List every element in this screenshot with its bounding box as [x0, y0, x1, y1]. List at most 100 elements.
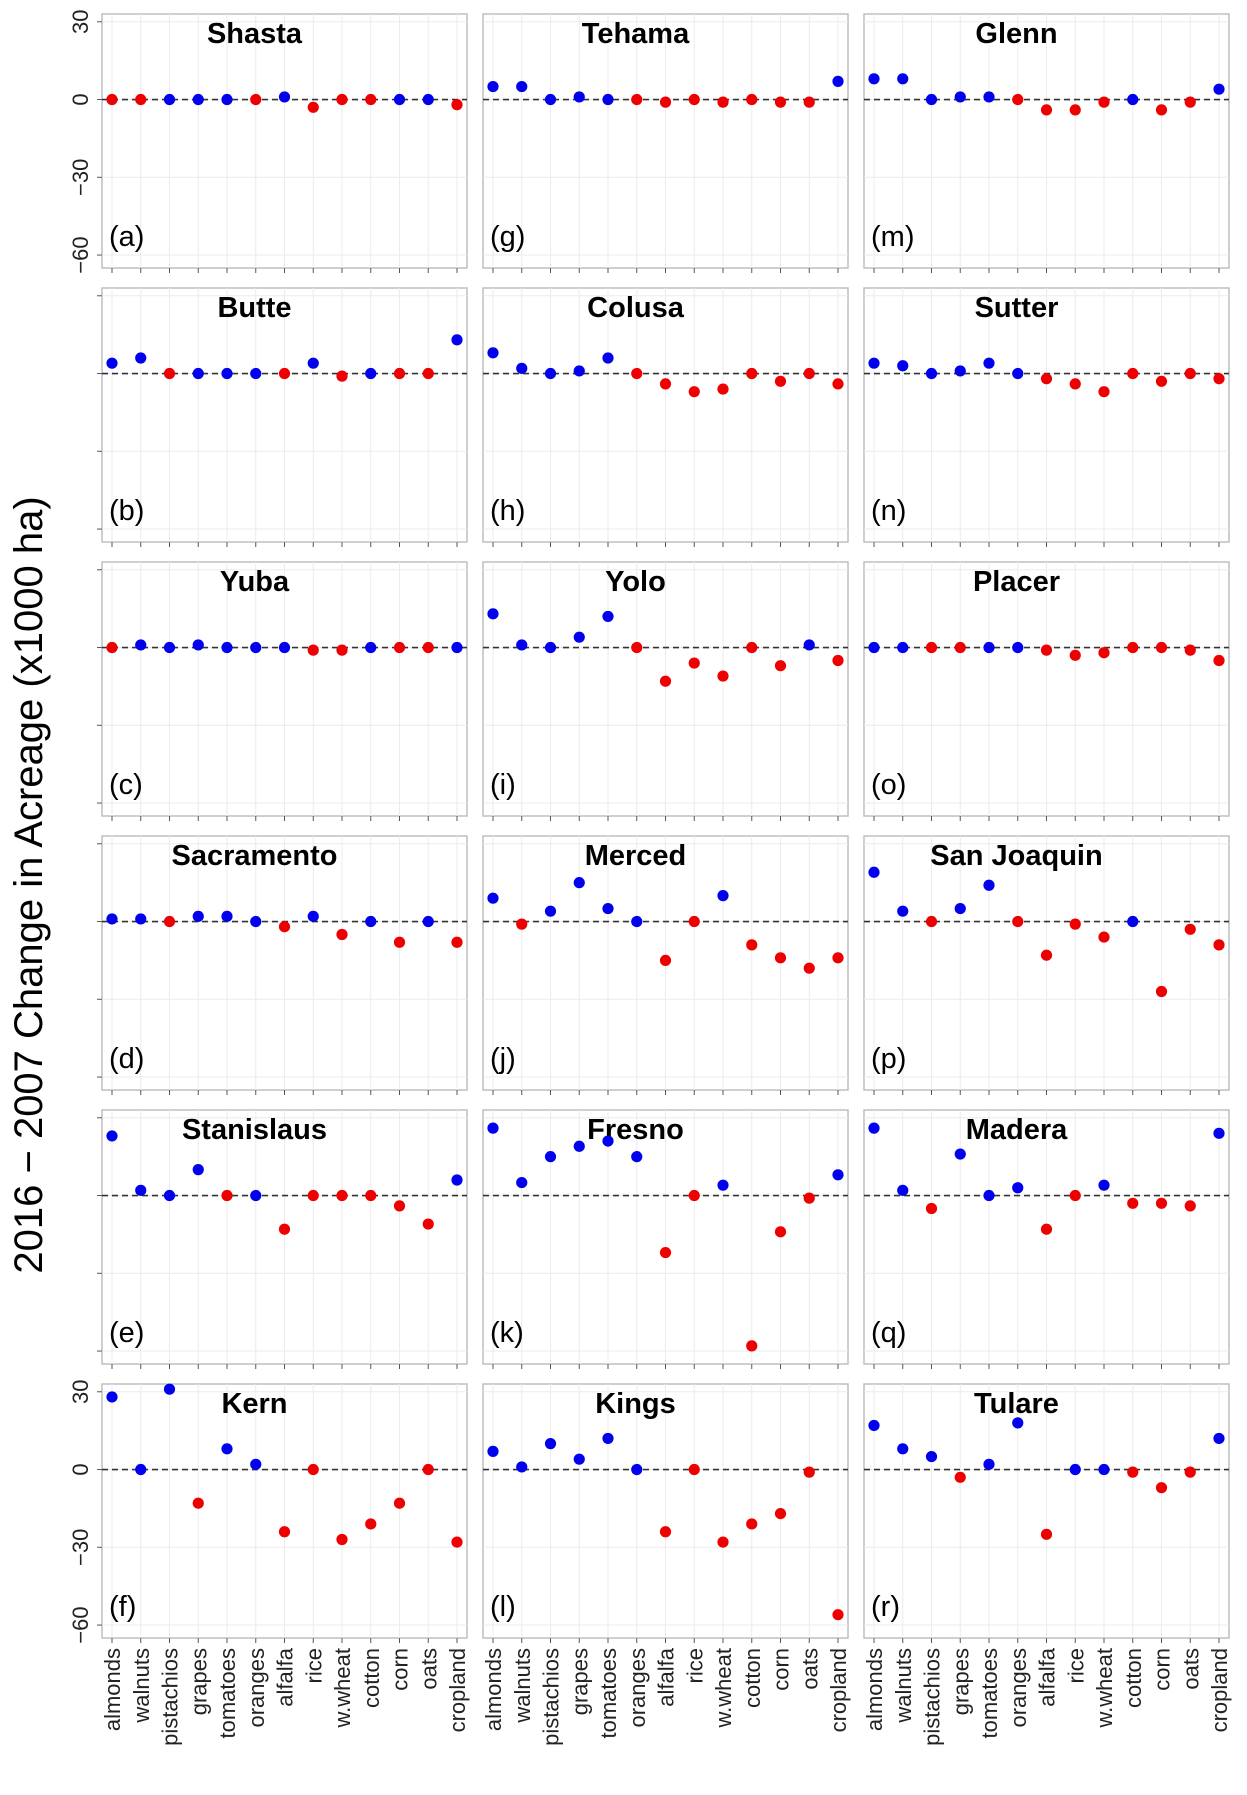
point-o-w-wheat [1098, 647, 1110, 659]
point-o-corn [1155, 641, 1168, 654]
point-c-rice [307, 644, 319, 656]
point-j-alfalfa [659, 954, 672, 967]
panel-n: Sutter (n) [863, 287, 1230, 547]
point-g-oats [803, 96, 815, 108]
point-q-almonds [868, 1122, 880, 1134]
point-a-oranges [250, 93, 262, 106]
point-c-w-wheat [336, 644, 348, 656]
point-k-tomatoes [602, 1135, 614, 1147]
panel-label: (q) [871, 1317, 906, 1349]
point-d-oats [422, 915, 434, 928]
x-tick-label: oats [797, 1648, 822, 1690]
x-tick-label: tomatoes [596, 1648, 621, 1739]
x-tick-label: cropland [826, 1648, 851, 1732]
x-tick-label: w.wheat [1092, 1648, 1117, 1729]
x-tick-label: pistachios [158, 1648, 183, 1746]
point-a-walnuts [135, 93, 147, 106]
point-i-w-wheat [717, 670, 729, 682]
point-l-corn [774, 1507, 787, 1520]
point-m-alfalfa [1040, 104, 1053, 116]
point-o-tomatoes [983, 641, 995, 654]
point-i-oats [803, 639, 815, 651]
point-j-w-wheat [717, 890, 729, 902]
x-tick-label: cropland [445, 1648, 470, 1732]
point-o-grapes [954, 641, 966, 654]
x-tick-label: oranges [1006, 1648, 1031, 1728]
y-axis-label: 2016 − 2007 Change in Acreage (x1000 ha) [7, 496, 51, 1273]
panel-label: (i) [490, 769, 516, 801]
point-l-rice [688, 1463, 700, 1476]
point-f-alfalfa [278, 1526, 291, 1538]
panel-title: Shasta [207, 18, 303, 50]
panel-label: (k) [490, 1317, 524, 1349]
point-r-alfalfa [1040, 1528, 1053, 1540]
point-j-pistachios [544, 905, 557, 917]
x-tick-label: w.wheat [330, 1648, 355, 1729]
point-e-oranges [250, 1189, 262, 1202]
point-c-pistachios [163, 641, 176, 654]
x-tick-label: pistachios [920, 1648, 945, 1746]
x-tick-label: corn [1150, 1648, 1175, 1691]
point-r-corn [1155, 1482, 1168, 1494]
point-f-tomatoes [221, 1443, 233, 1455]
point-a-oats [422, 93, 434, 106]
point-e-cotton [365, 1189, 377, 1202]
point-h-rice [688, 386, 700, 398]
panel-label: (b) [109, 495, 144, 527]
point-d-alfalfa [278, 921, 291, 933]
point-l-pistachios [544, 1438, 557, 1450]
panel-label: (f) [109, 1591, 136, 1623]
point-n-tomatoes [983, 357, 995, 369]
point-r-oats [1184, 1466, 1196, 1478]
point-p-almonds [868, 866, 880, 878]
point-k-cotton [746, 1340, 758, 1352]
panel-o: Placer (o) [863, 561, 1230, 821]
point-n-cropland [1213, 373, 1225, 385]
point-a-rice [307, 101, 319, 113]
x-tick-label: alfalfa [654, 1647, 679, 1706]
point-b-grapes [192, 367, 204, 380]
panel-k: Fresno (k) [482, 1109, 849, 1369]
point-r-grapes [954, 1471, 966, 1483]
point-b-corn [393, 367, 406, 380]
point-o-oats [1184, 644, 1196, 656]
y-tick-label: −30 [68, 159, 93, 196]
point-g-pistachios [544, 93, 557, 106]
x-tick-label: tomatoes [215, 1648, 240, 1739]
point-m-rice [1069, 104, 1081, 116]
point-d-cropland [451, 936, 463, 948]
point-a-cotton [365, 93, 377, 106]
point-p-grapes [954, 902, 966, 915]
point-o-alfalfa [1040, 644, 1053, 656]
x-tick-label: grapes [567, 1648, 592, 1715]
point-n-corn [1155, 375, 1168, 387]
point-q-alfalfa [1040, 1223, 1053, 1235]
x-tick-label: cotton [1121, 1648, 1146, 1708]
point-m-oats [1184, 96, 1196, 108]
point-i-cotton [746, 641, 758, 654]
panel-h: Colusa (h) [482, 287, 849, 547]
point-e-walnuts [135, 1184, 147, 1196]
point-n-oats [1184, 367, 1196, 380]
panel-label: (l) [490, 1591, 516, 1623]
point-g-almonds [487, 80, 499, 93]
point-e-alfalfa [278, 1223, 291, 1235]
point-p-cotton [1127, 915, 1139, 928]
x-tick-label: oranges [244, 1648, 269, 1728]
point-j-almonds [487, 892, 499, 904]
x-tick-label: tomatoes [977, 1648, 1002, 1739]
panel-d: Sacramento (d) [97, 835, 468, 1095]
point-c-tomatoes [221, 641, 233, 654]
point-m-corn [1155, 104, 1168, 116]
point-f-oranges [250, 1458, 262, 1470]
point-k-alfalfa [659, 1246, 672, 1259]
point-i-corn [774, 660, 787, 672]
point-d-w-wheat [336, 928, 348, 941]
point-n-grapes [954, 365, 966, 377]
x-tick-label: rice [682, 1648, 707, 1683]
panel-b: Butte (b) [97, 287, 468, 547]
point-f-corn [393, 1497, 406, 1509]
point-r-cropland [1213, 1432, 1225, 1445]
point-n-rice [1069, 378, 1081, 390]
point-r-w-wheat [1098, 1463, 1110, 1476]
